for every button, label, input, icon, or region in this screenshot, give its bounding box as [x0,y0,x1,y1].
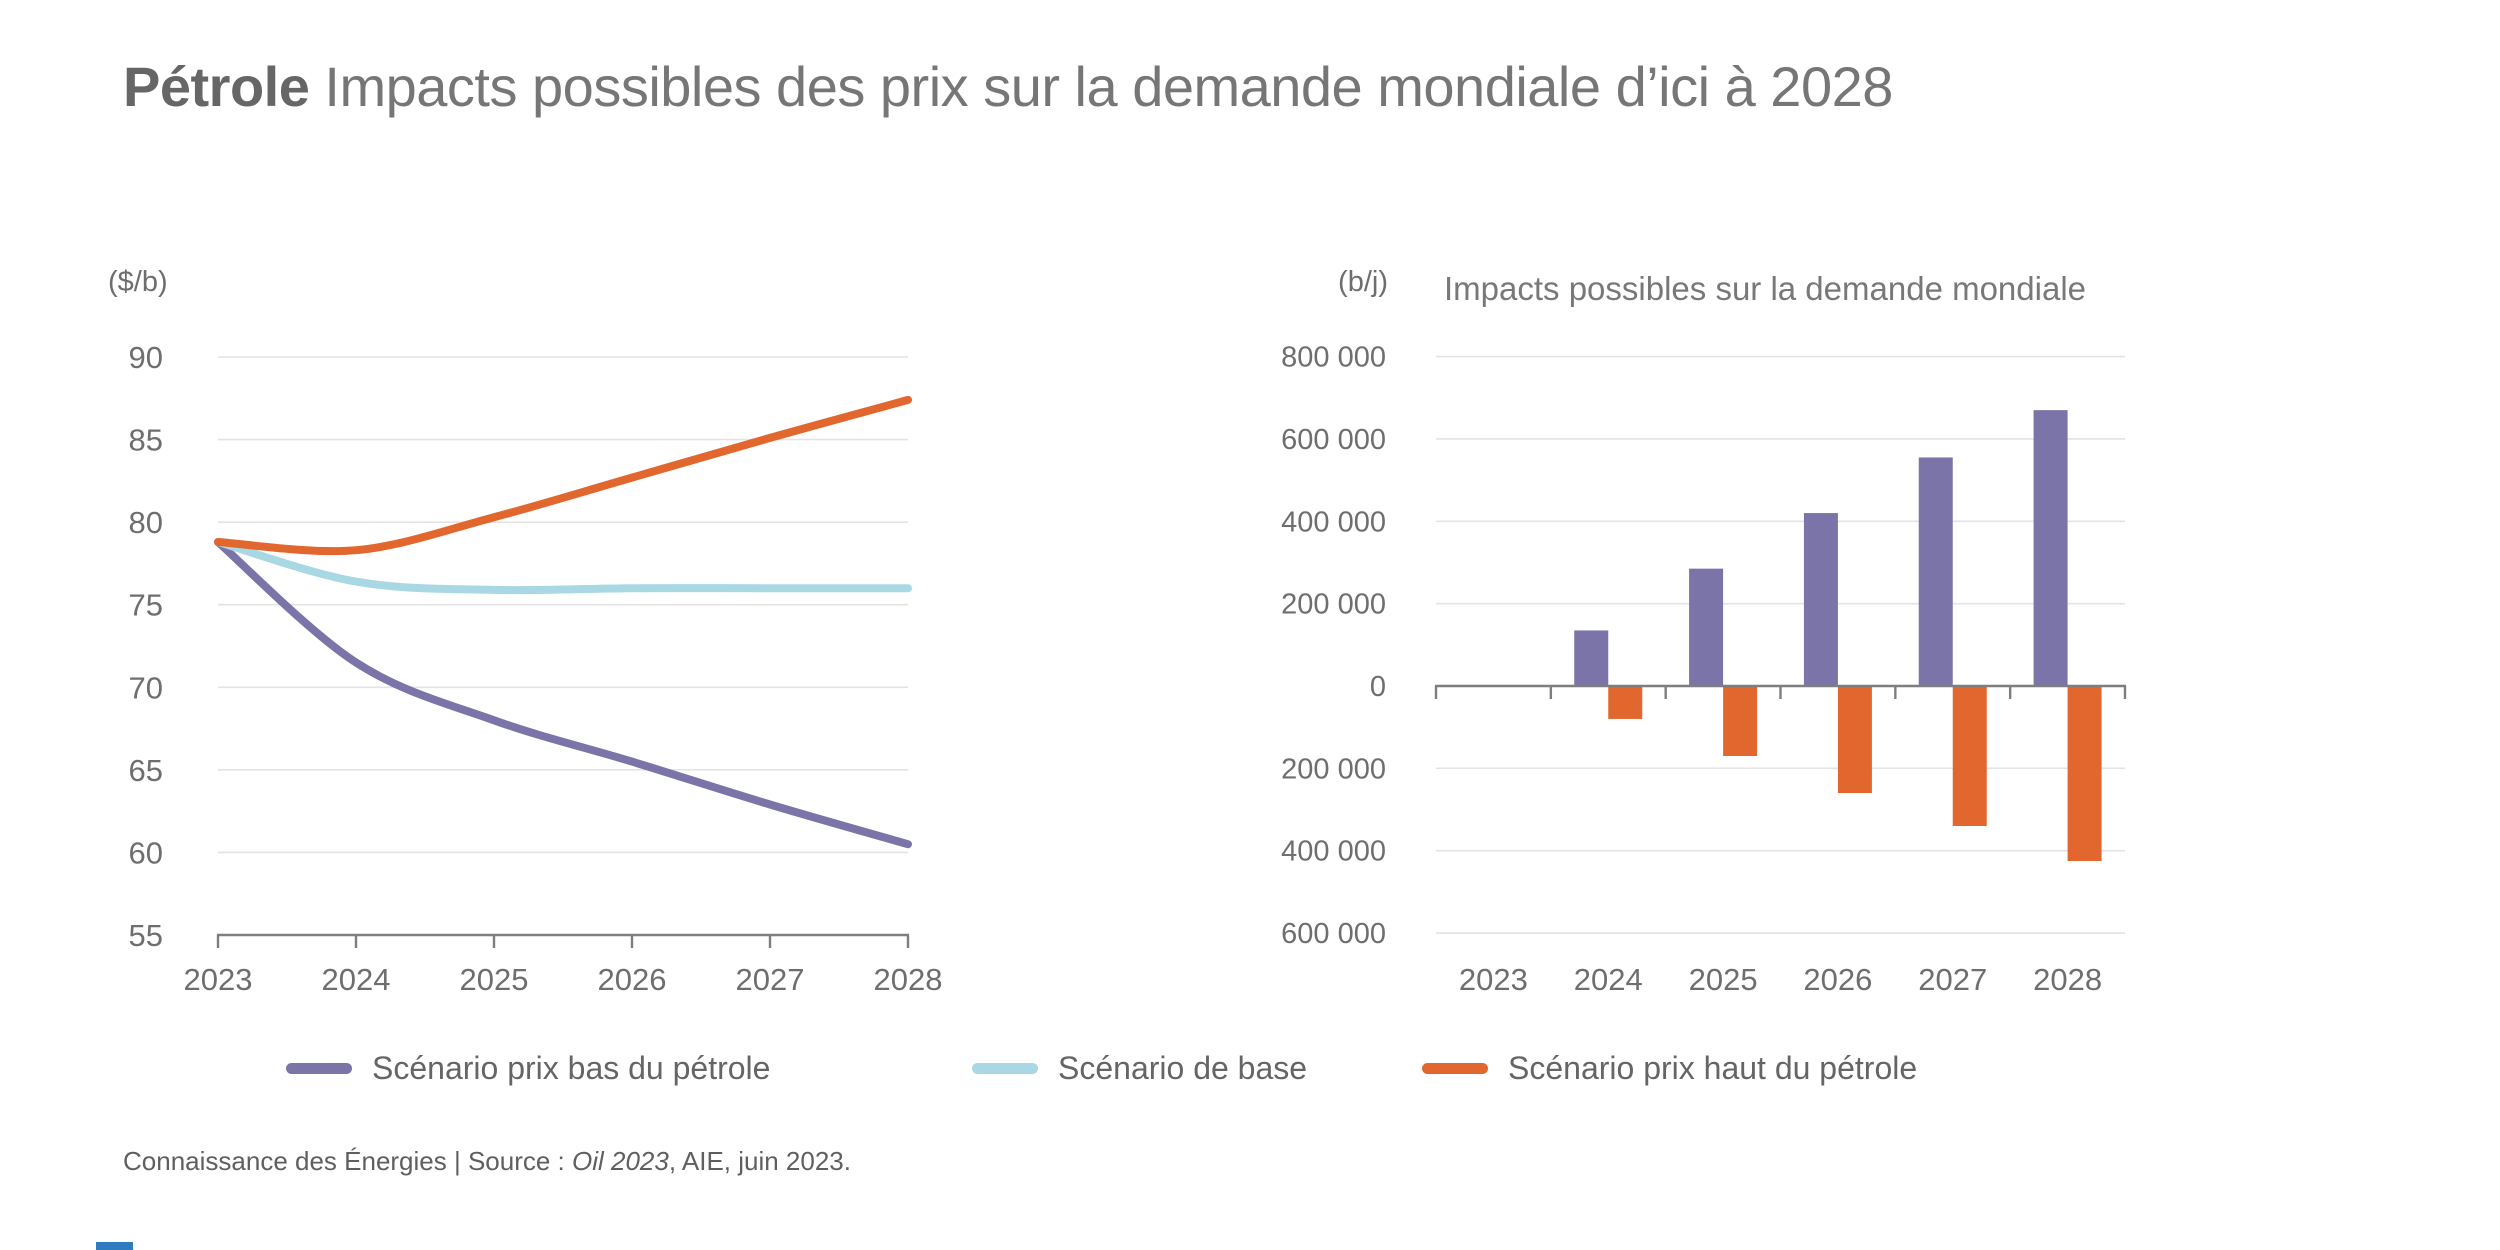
legend-label-base-scenario: Scénario de base [1058,1049,1308,1086]
bar-2026-positive [1803,513,1838,686]
x-tick-label: 2028 [874,962,943,997]
x-tick-label: 2027 [736,962,805,997]
x-tick-label: 2024 [322,962,391,997]
y-tick-label: - 600 000 [1280,918,1386,950]
x-tick-label: 2026 [598,962,667,997]
x-tick-label: 2023 [184,962,253,997]
y-tick-label: 65 [129,753,163,788]
legend-item-high-scenario: Scénario prix haut du pétrole [1422,1042,1917,1094]
footer-source-suffix: , AIE, juin 2023. [668,1146,851,1176]
y-tick-label: - 200 000 [1280,753,1386,785]
bar-chart-unit-label: (b/j) [1338,266,1388,298]
bar-chart-title: Impacts possibles sur la demande mondial… [1444,270,2087,307]
footer-source-prefix: Connaissance des Énergies | Source : [123,1146,573,1176]
logo-fragment [96,1242,133,1250]
footer-source-title: Oil 2023 [572,1146,669,1176]
line-chart-unit-label: ($/b) [108,266,168,298]
base-scenario-swatch-icon [972,1062,1038,1074]
low-scenario-swatch-icon [286,1062,352,1074]
legend-item-base-scenario: Scénario de base [972,1042,1307,1094]
bar-2024-negative [1608,686,1643,719]
line-series-sc-nario-de-base [214,537,912,595]
y-tick-label: 55 [129,918,163,953]
legend-item-low-scenario: Scénario prix bas du pétrole [286,1042,770,1094]
y-tick-label: 0 [1370,671,1386,703]
footer-source: Connaissance des Énergies | Source : Oil… [123,1146,851,1177]
legend-label-high-scenario: Scénario prix haut du pétrole [1508,1049,1918,1086]
x-tick-label: 2028 [2033,962,2102,997]
y-tick-label: - 400 000 [1280,836,1386,868]
legend-label-low-scenario: Scénario prix bas du pétrole [372,1049,771,1086]
y-tick-label: 70 [129,670,163,705]
bar-2026-negative [1837,686,1872,794]
y-tick-label: + 400 000 [1280,506,1386,538]
bar-2027-positive [1918,457,1953,686]
y-tick-label: 60 [129,835,163,870]
x-tick-label: 2025 [1689,962,1758,997]
y-tick-label: 80 [129,505,163,540]
y-tick-label: 85 [129,423,163,458]
page-title-subtitle: Impacts possibles des prix sur la demand… [309,55,1893,118]
y-tick-label: + 600 000 [1280,424,1386,456]
bar-2025-positive [1689,568,1724,686]
line-series-sc-nario-prix-bas-du-p-trole [214,537,912,849]
y-tick-label: + 800 000 [1280,342,1386,374]
bar-2025-negative [1723,686,1758,756]
x-tick-label: 2023 [1459,962,1528,997]
page-title-topic: Pétrole [123,55,310,118]
y-tick-label: 75 [129,588,163,623]
line-chart: 90 85 80 75 70 65 60 55 2023 2024 2025 2026 2027 2028 [129,340,943,997]
bar-2028-negative [2067,686,2102,861]
x-tick-label: 2027 [1918,962,1987,997]
line-series-sc-nario-prix-haut-du-p-trole [214,395,912,556]
x-tick-label: 2026 [1803,962,1872,997]
x-tick-label: 2025 [460,962,529,997]
bar-chart: + 800 000 + 600 000 + 400 000 + 200 000 0 - 2… [1280,342,2127,997]
bar-2028-positive [2033,410,2068,686]
y-tick-label: + 200 000 [1280,589,1386,621]
bar-2024-positive [1574,630,1609,686]
bar-2027-negative [1952,686,1987,826]
page-title: Pétrole Impacts possibles des prix sur l… [123,55,1893,119]
high-scenario-swatch-icon [1422,1062,1488,1074]
x-tick-label: 2024 [1574,962,1643,997]
y-tick-label: 90 [129,340,163,375]
